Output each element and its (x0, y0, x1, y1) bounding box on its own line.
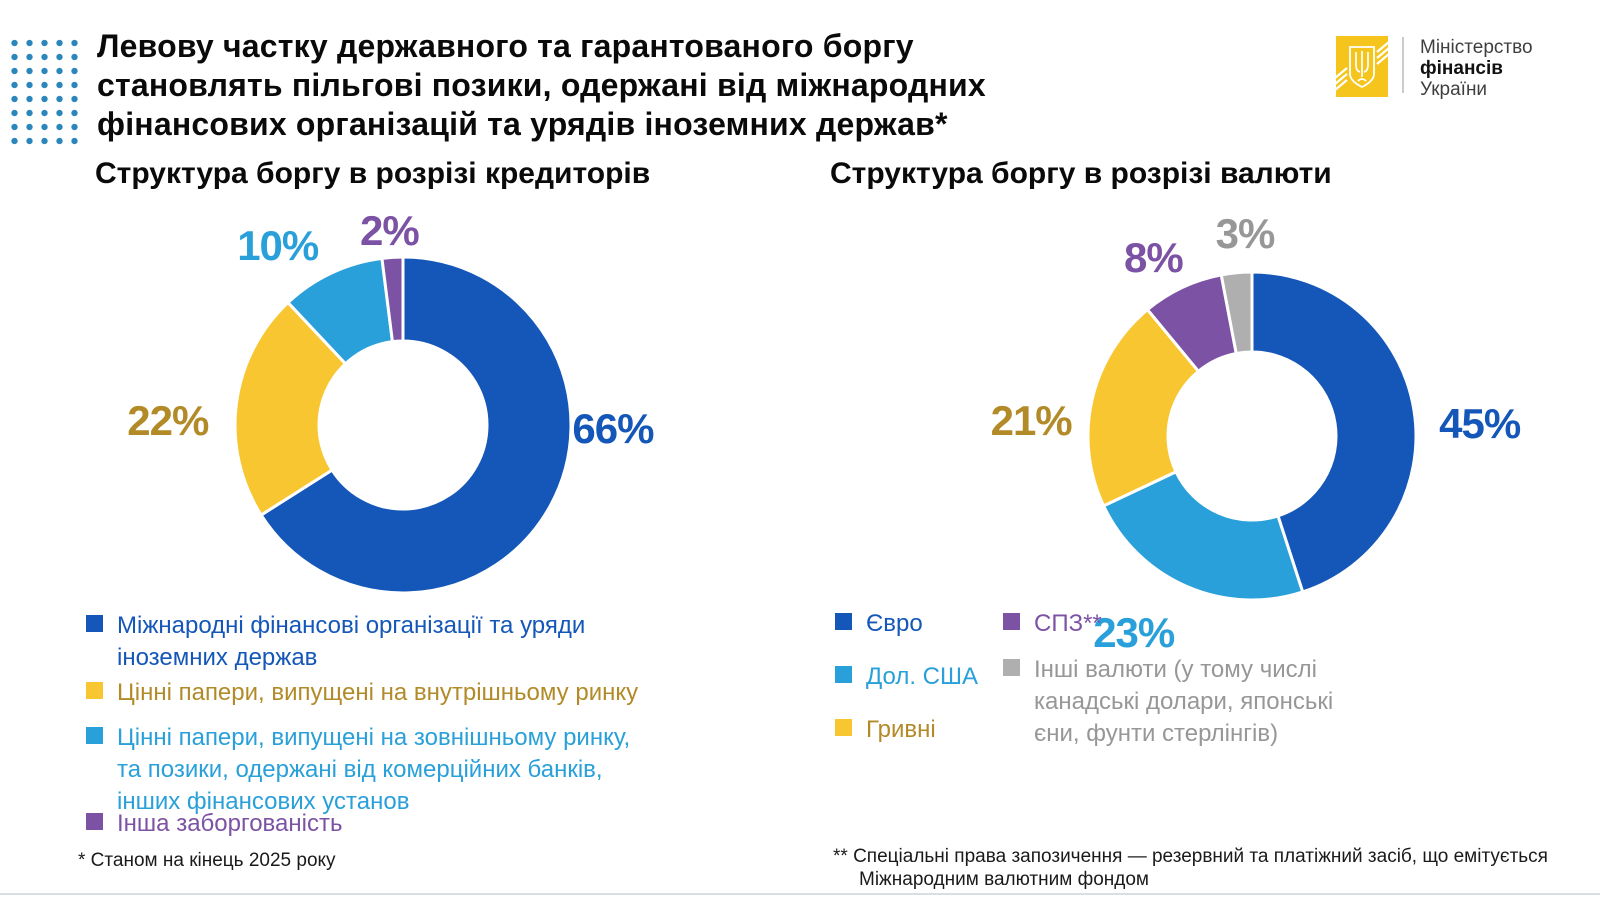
legend-label: Цінні папери, випущені на зовнішньому ри… (117, 724, 631, 815)
donut-segment (233, 300, 348, 518)
headline-line-3: фінансових організацій та урядів іноземн… (97, 106, 948, 142)
legend-swatch-gray (1003, 659, 1020, 676)
logo-text: Міністерство фінансів України (1420, 36, 1533, 100)
donut-segment (1250, 270, 1418, 594)
legend-swatch-blue (86, 615, 103, 632)
logo-text-line-2: фінансів (1420, 58, 1503, 79)
logo-divider (1402, 37, 1404, 93)
legend-item-other-currencies: Інші валюти (у тому числі канадські дола… (1003, 654, 1348, 750)
minfin-logo: Міністерство фінансів України (1336, 36, 1533, 100)
donut-segment (1086, 307, 1201, 508)
segment-pct-label: 3% (1215, 210, 1276, 258)
legend-item-euro: Євро (835, 608, 1055, 640)
right-chart-title: Структура боргу в розрізі валюти (830, 157, 1332, 190)
legend-swatch-yellow (86, 682, 103, 699)
currency-donut-chart: 45% 23% 21% 8% 3% (820, 200, 1600, 670)
segment-pct-label: 21% (990, 396, 1073, 444)
segment-pct-label: 45% (1439, 400, 1521, 448)
legend-label: Міжнародні фінансові організації та уряд… (117, 612, 586, 671)
segment-pct-label: 8% (1124, 234, 1184, 282)
donut-segment (380, 255, 405, 344)
legend-item-domestic-securities: Цінні папери, випущені на внутрішньому р… (86, 677, 706, 709)
headline-line-1: Левову частку державного та гарантованог… (97, 28, 914, 64)
legend-item-other-debt: Інша заборгованість (86, 808, 646, 840)
bottom-rule (0, 893, 1600, 895)
legend-swatch-cyan (835, 666, 852, 683)
creditors-donut-chart: 66% 22% 10% 2% (0, 200, 780, 660)
segment-pct-label: 2% (360, 206, 420, 254)
headline: Левову частку державного та гарантованог… (97, 27, 1197, 144)
legend-label: Інша заборгованість (117, 810, 343, 837)
trident-logo-icon (1336, 36, 1388, 97)
legend-item-uah: Гривні (835, 714, 1055, 746)
segment-pct-label: 22% (127, 396, 209, 444)
legend-item-external-securities: Цінні папери, випущені на зовнішньому ри… (86, 722, 646, 818)
legend-item-sdr: СПЗ** (1003, 608, 1263, 640)
logo-text-line-3: України (1420, 79, 1488, 100)
legend-label: Гривні (866, 716, 936, 743)
currency-donut-svg (1086, 270, 1418, 602)
logo-text-line-1: Міністерство (1420, 37, 1533, 58)
legend-swatch-blue (835, 613, 852, 630)
legend-swatch-purple (86, 813, 103, 830)
headline-line-2: становлять пільгові позики, одержані від… (97, 67, 986, 103)
legend-item-usd: Дол. США (835, 661, 1055, 693)
footnote-double-asterisk: ** Спеціальні права запозичення — резерв… (833, 846, 1548, 890)
legend-item-ifo: Міжнародні фінансові організації та уряд… (86, 610, 646, 674)
segment-pct-label: 10% (237, 222, 319, 270)
legend-label: Цінні папери, випущені на внутрішньому р… (117, 679, 639, 706)
footnote-asterisk: * Станом на кінець 2025 року (78, 850, 336, 871)
donut-segment (1219, 270, 1254, 356)
legend-swatch-yellow (835, 719, 852, 736)
segment-pct-label: 66% (572, 404, 654, 452)
left-chart-title: Структура боргу в розрізі кредиторів (95, 157, 651, 190)
legend-label: СПЗ** (1034, 610, 1102, 637)
legend-label: Інші валюти (у тому числі канадські дола… (1034, 656, 1334, 747)
segment-pct-label: 23% (1093, 608, 1175, 656)
creditors-donut-svg (233, 255, 573, 595)
legend-label: Дол. США (866, 663, 979, 690)
donut-segment (259, 255, 573, 595)
legend-label: Євро (866, 610, 923, 637)
legend-swatch-purple (1003, 613, 1020, 630)
legend-swatch-cyan (86, 727, 103, 744)
donut-segment (1101, 469, 1305, 602)
dots-decoration (7, 36, 83, 149)
